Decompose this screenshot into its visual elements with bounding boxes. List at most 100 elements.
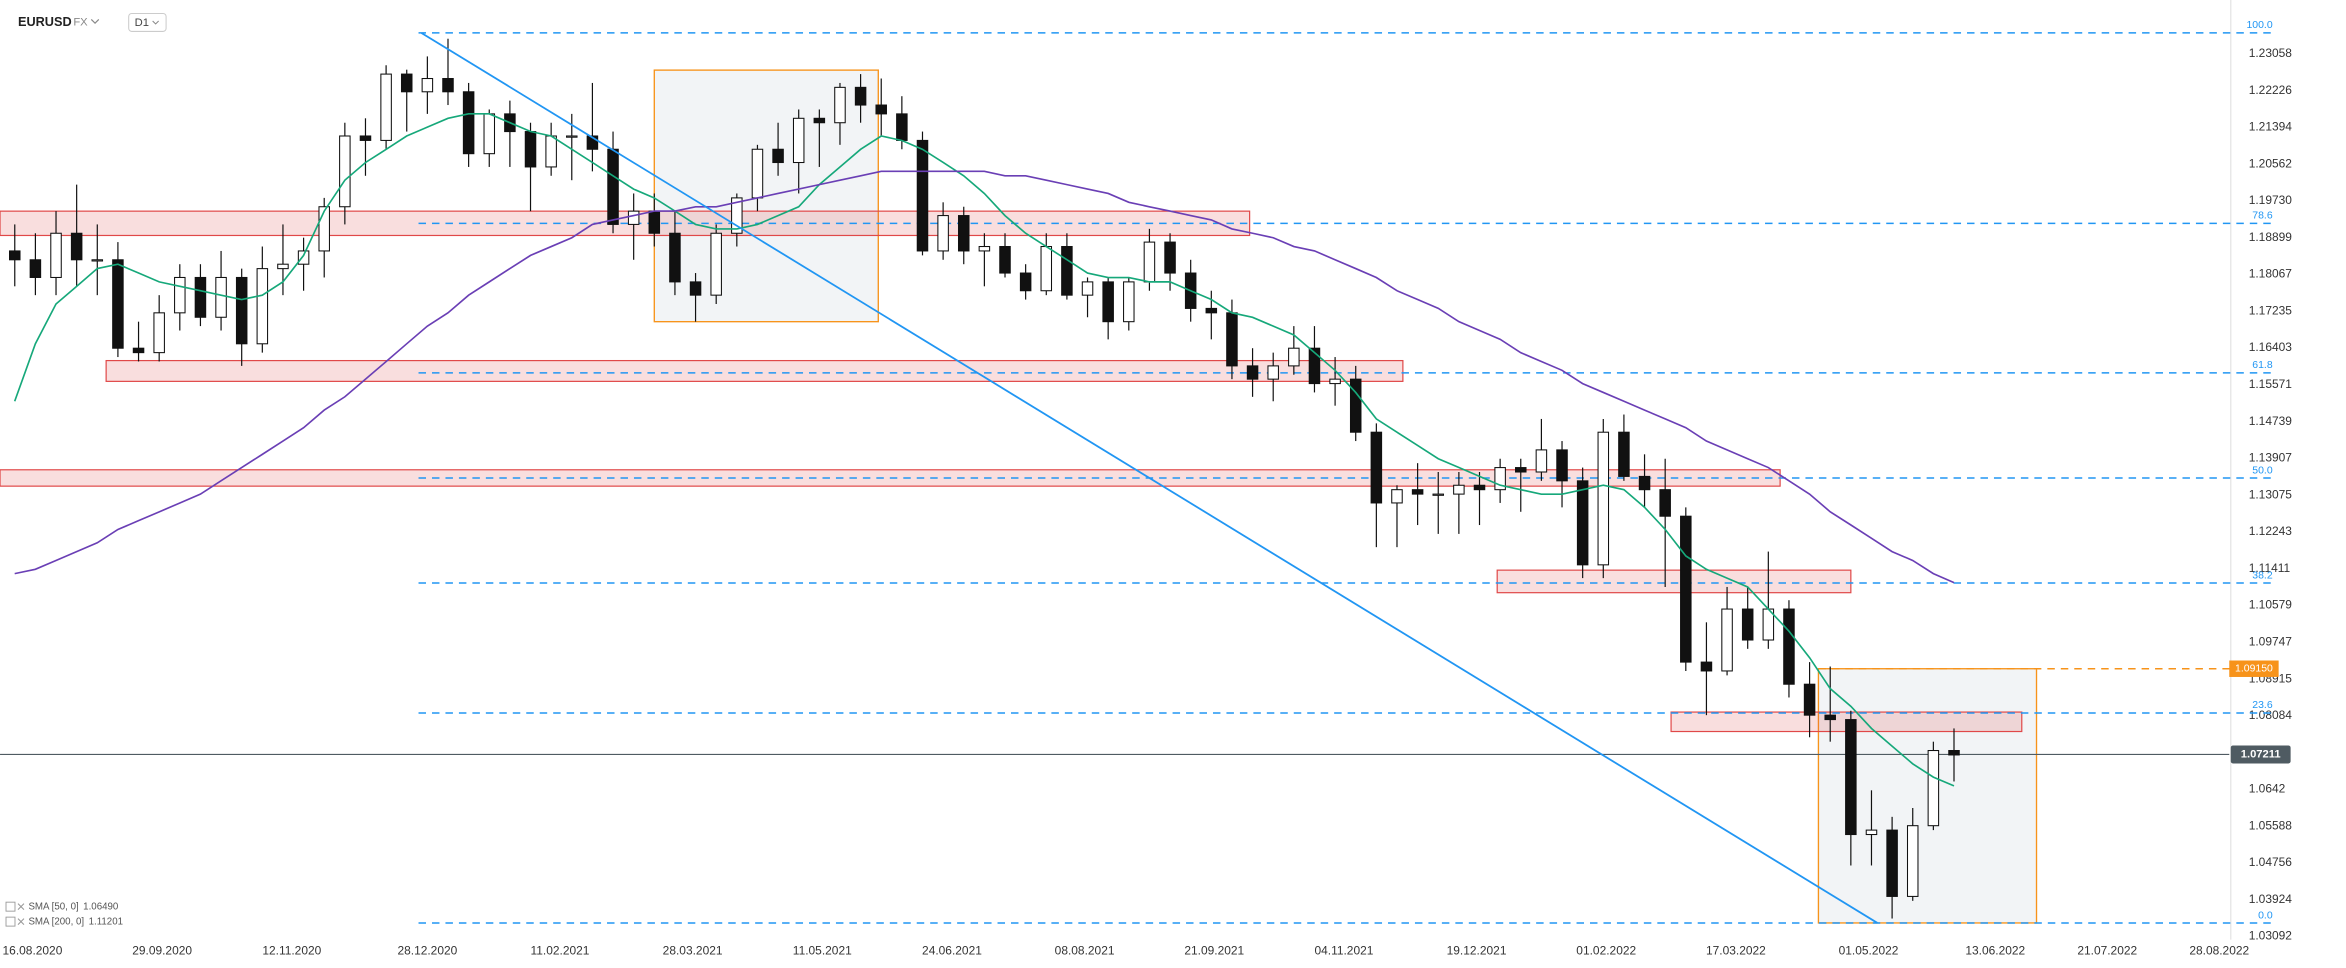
candle-body [1515, 467, 1527, 473]
y-tick-label: 1.09747 [2249, 634, 2293, 648]
candle-body [1700, 661, 1713, 672]
legend-name: SMA [50, 0] [28, 901, 78, 912]
y-tick-label: 1.03092 [2249, 929, 2293, 943]
trendline [421, 32, 1878, 924]
market-dropdown[interactable] [90, 19, 100, 25]
y-tick-label: 1.10579 [2249, 598, 2293, 612]
candle-body [731, 197, 743, 234]
legend-entry: SMA [50, 0] 1.06490 [28, 901, 118, 912]
candle-body [1741, 608, 1754, 641]
candle-body [854, 86, 867, 106]
y-tick-label: 1.12243 [2249, 524, 2293, 538]
candle-body [813, 117, 826, 124]
y-tick-label: 1.19730 [2249, 193, 2293, 207]
candle-body [1659, 489, 1671, 517]
candle-body [1411, 489, 1424, 495]
last-price-tag [2230, 745, 2291, 764]
y-tick-label: 1.0642 [2249, 782, 2286, 796]
candle-body [91, 259, 104, 262]
candle-body [1308, 347, 1321, 385]
plot: 1.23058 1.22226 1.21394 1.20562 1.19730 1.188… [0, 20, 2292, 958]
interval-dropdown[interactable] [152, 20, 159, 25]
candle-body [1143, 241, 1156, 283]
candle-body [1061, 245, 1073, 296]
fib-label: 100.0 [2246, 20, 2272, 31]
legend-icon [5, 901, 16, 912]
y-tick-label: 1.03924 [2249, 892, 2293, 906]
candle-body [153, 312, 165, 354]
price-level-tag [2229, 660, 2279, 677]
candle-body [1019, 272, 1032, 292]
x-tick-label: 16.08.2020 [3, 944, 63, 958]
y-tick-label: 1.21394 [2249, 120, 2293, 134]
candle-body [1370, 431, 1383, 504]
candle-body [999, 245, 1011, 274]
candle-body [916, 139, 929, 252]
candle-body [462, 91, 475, 155]
candle-body [648, 210, 661, 234]
candle-body [1453, 484, 1465, 495]
candle-body [1597, 431, 1610, 566]
candle-body [1288, 347, 1300, 367]
candle-body [400, 73, 413, 93]
candle-body [937, 215, 949, 252]
x-tick-label: 28.03.2021 [663, 944, 723, 958]
x-tick-label: 21.07.2022 [2077, 944, 2137, 958]
y-tick-label: 1.18899 [2249, 230, 2293, 244]
interval-button[interactable] [128, 12, 167, 32]
candle-body [70, 232, 83, 261]
y-tick-label: 1.18067 [2249, 267, 2293, 281]
candle-body [50, 232, 62, 278]
candle-body [132, 347, 145, 354]
y-tick-label: 1.11411 [2249, 561, 2291, 575]
candle-body [875, 104, 887, 115]
candle-body [772, 148, 784, 164]
y-tick-label: 1.20562 [2249, 156, 2293, 170]
y-tick-label: 1.17235 [2249, 303, 2293, 317]
last-price-label: 1.07211 [2241, 748, 2281, 760]
candle-body [1948, 750, 1960, 756]
candle-body [442, 77, 454, 93]
candle-body [215, 276, 227, 318]
candle-body [1164, 241, 1176, 274]
candle-body [792, 117, 805, 164]
candle-body [627, 210, 640, 225]
y-tick-label: 1.22226 [2249, 83, 2293, 97]
candle-body [566, 135, 578, 138]
candle-body [1783, 608, 1795, 685]
y-tick-label: 1.08084 [2249, 708, 2293, 722]
candle-body [1721, 608, 1733, 672]
fib-label: 78.6 [2252, 211, 2273, 222]
x-tick-label: 01.05.2022 [1839, 944, 1899, 958]
candle-body [957, 215, 970, 252]
candle-body [1618, 431, 1630, 477]
x-tick-label: 08.08.2021 [1055, 944, 1115, 958]
y-tick-label: 1.15571 [2249, 377, 2293, 391]
legend-icon [5, 916, 16, 927]
interval[interactable]: D1 [135, 17, 149, 29]
sma-line [14, 170, 1955, 584]
candle-body [834, 86, 846, 124]
candle-body [751, 148, 764, 199]
candle-body [669, 232, 681, 283]
candle-body [978, 245, 991, 252]
candle-body [1556, 449, 1568, 482]
x-tick-label: 11.05.2021 [793, 944, 852, 958]
x-tick-label: 04.11.2021 [1314, 944, 1373, 958]
candle-body [339, 135, 351, 208]
candle-body [1226, 312, 1238, 367]
y-tick-label: 1.13075 [2249, 487, 2293, 501]
x-tick-label: 11.02.2021 [531, 944, 590, 958]
symbol[interactable]: EURUSD [18, 14, 72, 29]
x-tick-label: 19.12.2021 [1447, 944, 1507, 958]
candle-body [9, 250, 21, 261]
candle-body [235, 276, 248, 345]
candle-body [607, 148, 619, 225]
candle-body [112, 259, 124, 349]
fib-label: 50.0 [2252, 465, 2273, 476]
candle-body [1906, 825, 1919, 897]
candle-body [896, 113, 908, 141]
candle-body [483, 113, 496, 155]
candle-body [1535, 449, 1548, 473]
candle-body [1845, 719, 1857, 836]
